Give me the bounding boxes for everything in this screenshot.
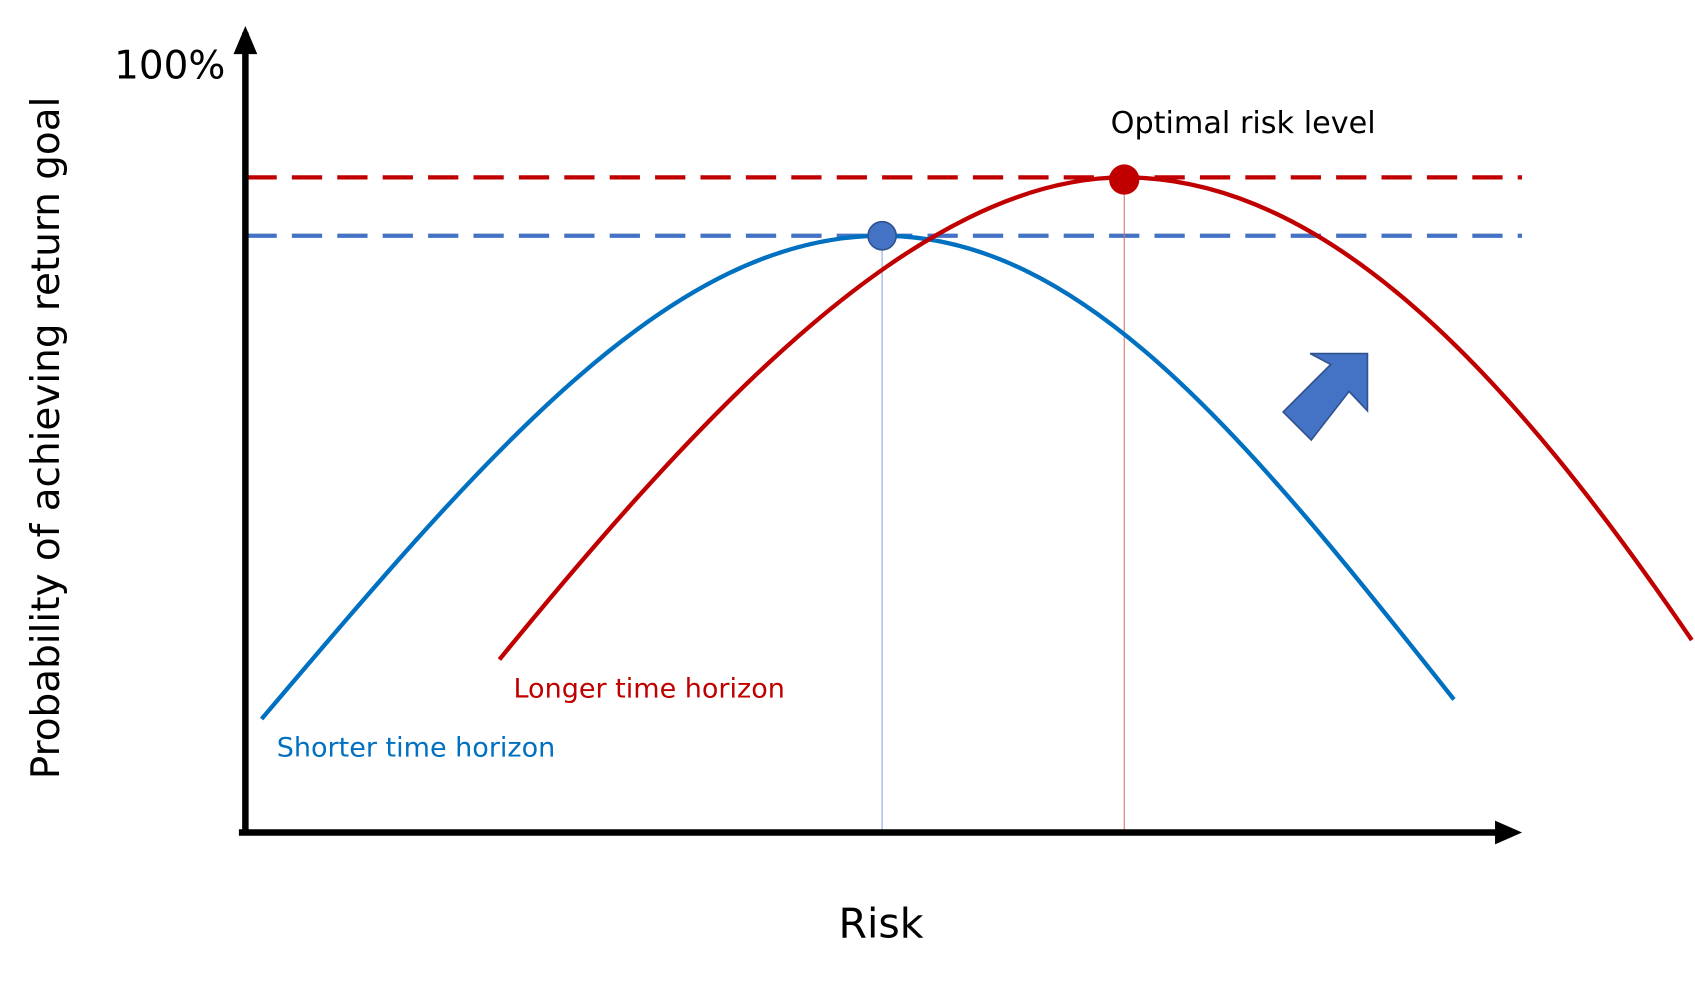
curve-label: Longer time horizon <box>513 673 784 704</box>
x-axis-arrowhead <box>1495 820 1523 845</box>
short-horizon-curve <box>259 233 1456 721</box>
y-axis-arrowhead <box>233 26 258 55</box>
curve-label: Shorter time horizon <box>277 733 556 764</box>
y-axis-top-label: 100% <box>114 44 225 89</box>
optimal-point-short <box>867 220 897 251</box>
annotation: Optimal risk level <box>1111 106 1376 141</box>
y-axis-label: Probability of achieving return goal <box>24 97 69 780</box>
optimal-point-long <box>1109 164 1140 195</box>
x-axis-label: Risk <box>838 900 923 948</box>
long-horizon-curve <box>497 175 1694 661</box>
shift-arrow <box>1281 352 1369 442</box>
